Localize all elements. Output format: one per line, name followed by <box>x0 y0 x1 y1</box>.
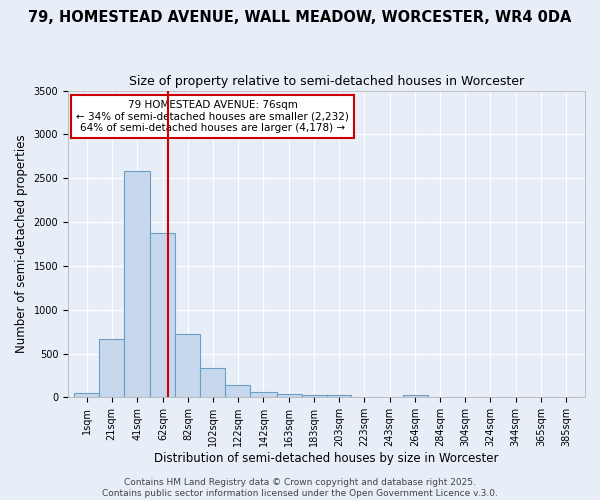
Text: 79 HOMESTEAD AVENUE: 76sqm
← 34% of semi-detached houses are smaller (2,232)
64%: 79 HOMESTEAD AVENUE: 76sqm ← 34% of semi… <box>76 100 349 133</box>
Bar <box>175 334 200 398</box>
Bar <box>326 395 352 398</box>
Bar <box>403 394 428 398</box>
Y-axis label: Number of semi-detached properties: Number of semi-detached properties <box>15 134 28 354</box>
Bar <box>124 171 151 398</box>
Text: 79, HOMESTEAD AVENUE, WALL MEADOW, WORCESTER, WR4 0DA: 79, HOMESTEAD AVENUE, WALL MEADOW, WORCE… <box>28 10 572 25</box>
Bar <box>250 392 277 398</box>
Bar <box>151 232 175 398</box>
X-axis label: Distribution of semi-detached houses by size in Worcester: Distribution of semi-detached houses by … <box>154 452 499 465</box>
Bar <box>99 338 124 398</box>
Text: Contains HM Land Registry data © Crown copyright and database right 2025.
Contai: Contains HM Land Registry data © Crown c… <box>102 478 498 498</box>
Bar <box>302 395 326 398</box>
Bar <box>277 394 302 398</box>
Title: Size of property relative to semi-detached houses in Worcester: Size of property relative to semi-detach… <box>129 75 524 88</box>
Bar <box>200 368 226 398</box>
Bar <box>74 393 99 398</box>
Bar <box>226 384 250 398</box>
